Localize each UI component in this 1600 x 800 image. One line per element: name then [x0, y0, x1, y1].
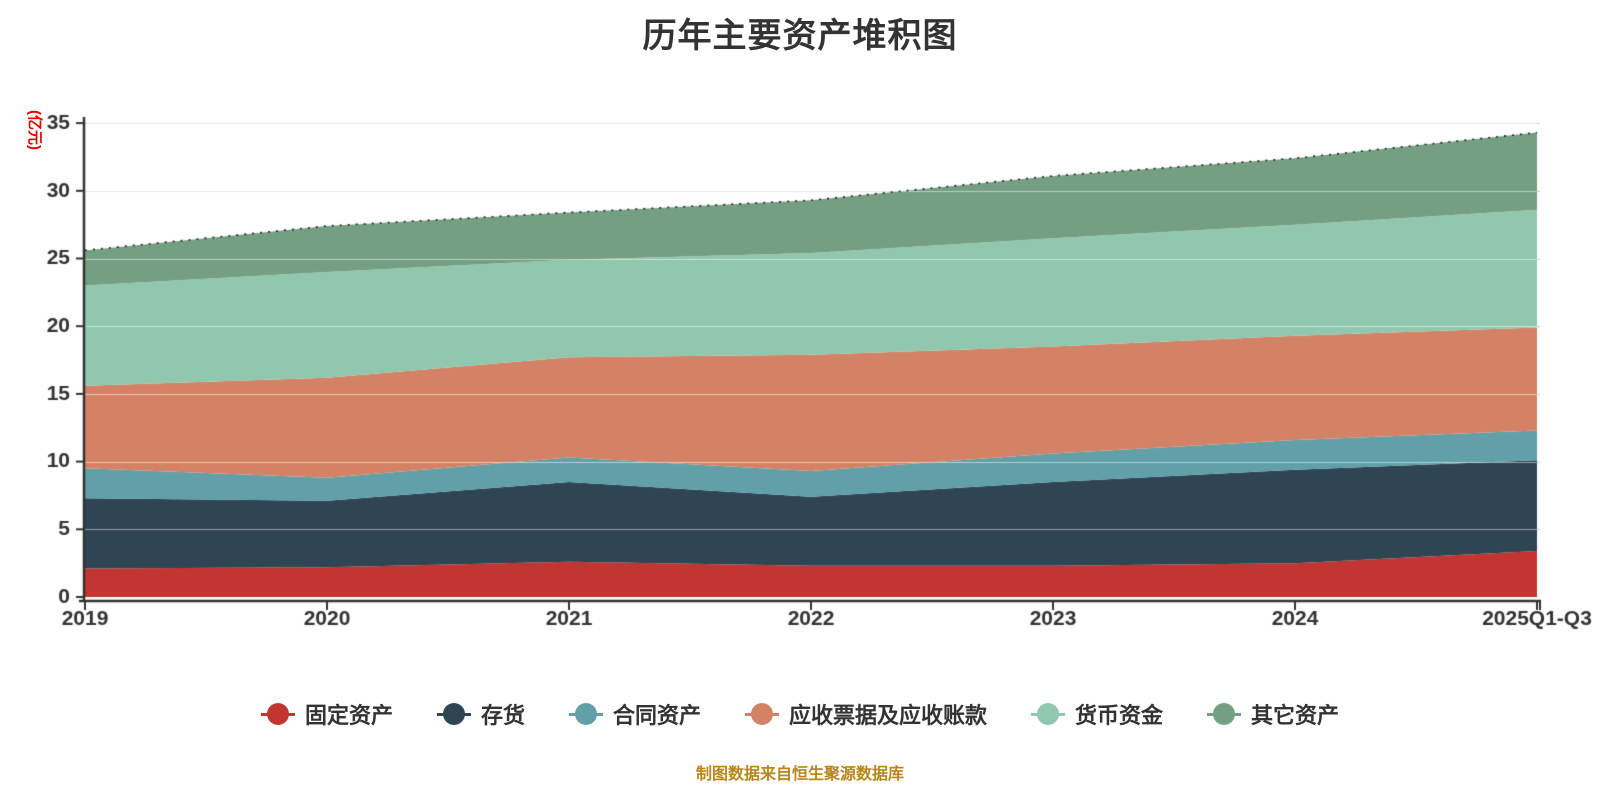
legend-marker-icon	[1031, 703, 1066, 725]
legend-label: 其它资产	[1251, 703, 1340, 728]
legend-item-2[interactable]: 存货	[436, 698, 525, 730]
legend-marker-icon	[436, 703, 471, 725]
chart-legend: 固定资产 存货 合同资产 应收票据及应收账款 货币资金 其它资产	[0, 698, 1600, 730]
legend-label: 存货	[480, 703, 525, 728]
legend-label: 货币资金	[1075, 703, 1164, 728]
legend-marker-icon	[1207, 703, 1242, 725]
data-source-note: 制图数据来自恒生聚源数据库	[695, 766, 904, 783]
legend-label: 合同资产	[612, 703, 701, 728]
legend-marker-icon	[568, 703, 603, 725]
legend-marker-icon	[260, 703, 295, 725]
legend-item-1[interactable]: 固定资产	[260, 698, 393, 730]
legend-item-6[interactable]: 其它资产	[1207, 698, 1339, 730]
legend-item-3[interactable]: 合同资产	[568, 698, 701, 730]
legend-marker-icon	[745, 703, 779, 725]
legend-item-5[interactable]: 货币资金	[1031, 698, 1163, 730]
legend-label: 固定资产	[304, 703, 393, 728]
legend-item-4[interactable]: 应收票据及应收账款	[745, 698, 987, 730]
legend-label: 应收票据及应收账款	[789, 703, 988, 728]
